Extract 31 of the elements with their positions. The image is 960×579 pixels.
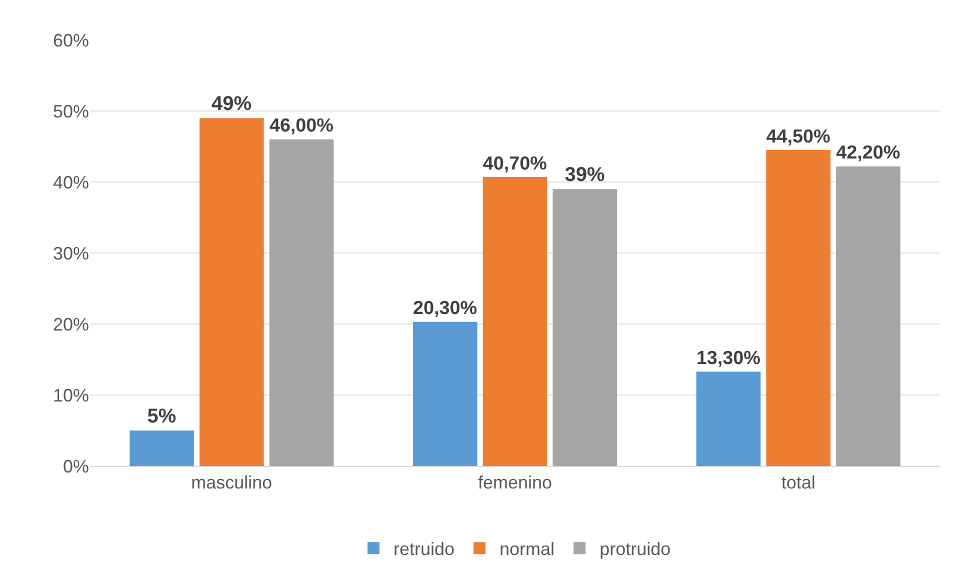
bar: [696, 372, 761, 466]
data-label: 39%: [564, 164, 606, 186]
bar: [766, 150, 830, 466]
bar: [269, 139, 334, 466]
bar: [200, 118, 264, 466]
data-label: 13,30%: [696, 348, 761, 369]
x-tick-label: total: [781, 472, 816, 493]
bar: [552, 189, 618, 466]
legend-label: normal: [500, 539, 555, 560]
y-tick-label: 0%: [62, 456, 89, 476]
y-tick-label: 30%: [52, 243, 89, 264]
data-label: 20,30%: [412, 298, 478, 320]
bar: [482, 177, 548, 466]
legend-label: retruido: [394, 539, 455, 560]
y-tick-label: 50%: [52, 101, 89, 122]
data-label: 42,20%: [836, 142, 900, 164]
data-label: 5%: [147, 406, 176, 428]
bar: [130, 430, 194, 466]
data-label: 44,50%: [766, 126, 830, 148]
y-tick-label: 20%: [52, 314, 89, 334]
x-tick-label: masculino: [191, 472, 272, 493]
x-tick-label: femenino: [478, 472, 552, 493]
legend-label: protruido: [600, 539, 671, 560]
data-label: 40,70%: [482, 153, 548, 174]
data-label: 46,00%: [269, 116, 334, 137]
y-tick-label: 60%: [52, 30, 89, 50]
y-tick-label: 40%: [52, 172, 89, 192]
data-label: 49%: [212, 93, 252, 116]
bar: [412, 322, 478, 466]
y-tick-label: 10%: [52, 385, 89, 406]
bar: [836, 166, 900, 466]
